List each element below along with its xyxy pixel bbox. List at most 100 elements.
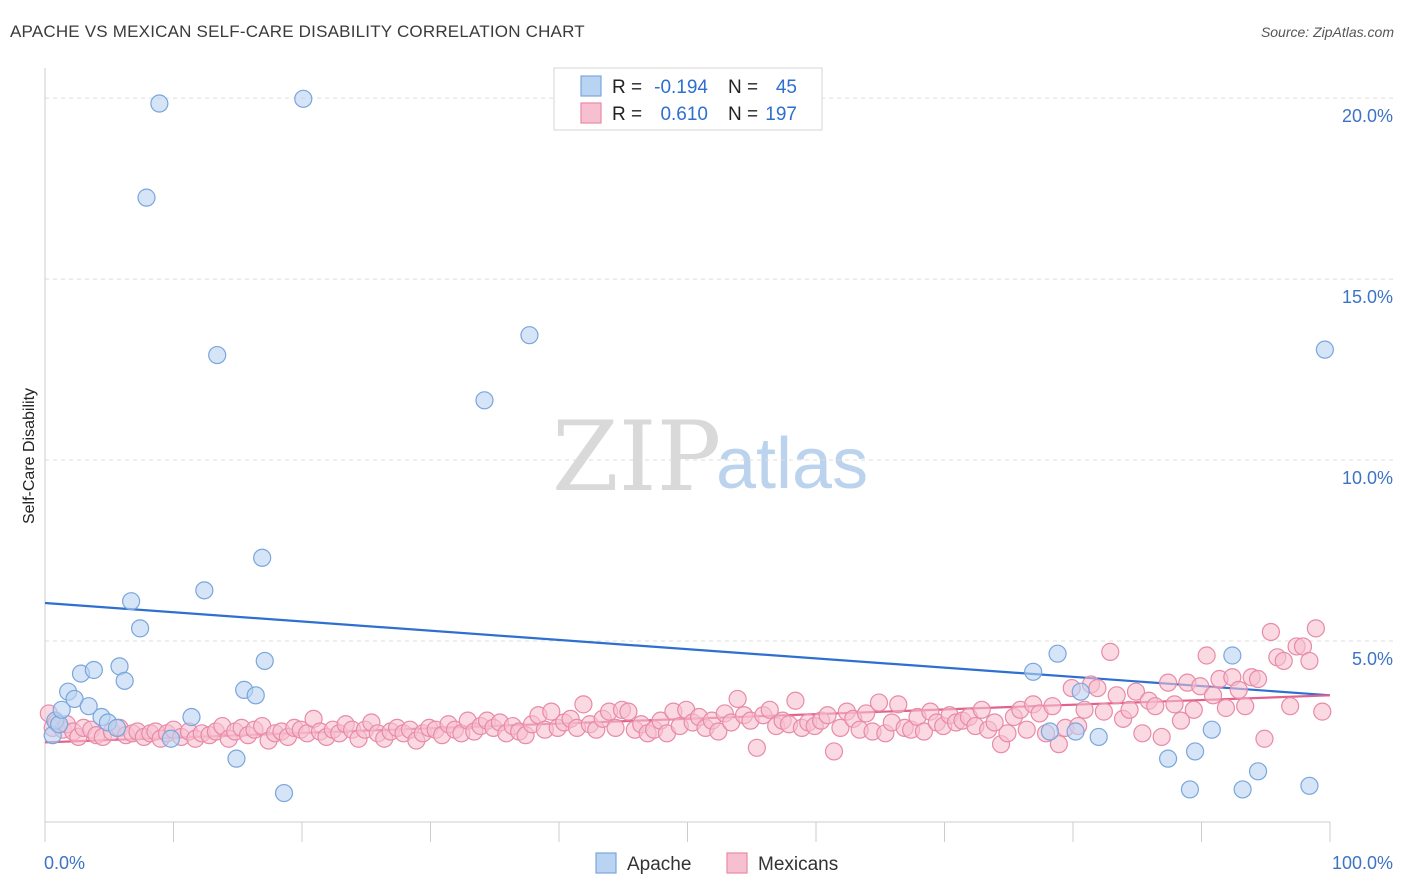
apache-point-8 [84,660,103,680]
mexicans-point-199 [1313,702,1332,721]
apache-point-34 [1066,722,1085,741]
data-points [39,89,1334,803]
apache-point-24 [246,686,265,705]
mexicans-point-128 [857,704,876,723]
mexicans-point-124 [831,718,850,737]
mexicans-point-150 [998,724,1017,743]
mexicans-point-165 [1094,702,1113,721]
mexicans-point-162 [1075,700,1094,719]
mexicans-point-186 [1229,680,1248,699]
series-legend: Apache Mexicans [595,852,838,875]
mexicans-point-167 [1107,686,1126,705]
apache-point-22 [227,749,246,768]
apache-point-25 [253,548,272,567]
apache-point-33 [1048,644,1067,663]
stats-n-value-mexicans: 197 [765,104,797,125]
source-credit: Source: ZipAtlas.com [1260,24,1394,40]
apache-point-37 [1158,749,1178,768]
mexicans-point-177 [1171,711,1191,730]
mexicans-point-170 [1126,682,1146,701]
mexicans-point-194 [1281,697,1300,716]
mexicans-point-181 [1197,646,1216,665]
mexicans-point-179 [1184,700,1203,719]
mexicans-point-197 [1300,651,1319,671]
mexicans-point-158 [1049,735,1068,754]
grid-lines [45,97,1393,642]
mexicans-point-108 [728,689,747,709]
legend-label-apache: Apache [627,854,691,875]
mexicans-point-187 [1236,697,1255,716]
y-tick-label-0: 5.0% [1352,649,1393,669]
apache-point-20 [195,581,214,600]
mexicans-point-122 [818,706,837,725]
apache-point-30 [520,326,539,345]
stats-n-label-apache: N = [728,77,758,98]
mexicans-point-153 [1017,720,1036,739]
stats-r-value-apache: -0.194 [654,77,708,98]
apache-point-19 [182,707,201,727]
mexicans-point-146 [972,700,991,719]
mexicans-point-111 [747,738,766,757]
apache-point-44 [1300,776,1319,795]
mexicans-point-79 [542,702,561,721]
mexicans-point-105 [709,722,728,741]
mexicans-point-169 [1120,700,1139,719]
mexicans-point-113 [760,700,779,719]
mexicans-point-175 [1158,673,1178,692]
apache-point-28 [294,89,313,108]
y-tick-label-3: 20.0% [1342,106,1393,126]
mexicans-point-176 [1165,695,1184,714]
mexicans-point-130 [869,693,889,712]
apache-trend-line [44,601,1331,697]
mexicans-point-180 [1191,677,1210,696]
apache-point-11 [107,718,127,737]
mexicans-point-173 [1146,697,1165,716]
apache-point-7 [79,697,98,716]
apache-point-26 [255,651,274,671]
stats-r-label-apache: R = [612,77,642,98]
apache-point-41 [1223,646,1242,665]
legend-swatch-apache [595,852,617,874]
apache-point-31 [1024,662,1043,681]
apache-point-13 [115,671,134,690]
mexicans-point-171 [1133,724,1152,743]
mexicans-point-148 [985,713,1004,732]
apache-point-43 [1248,762,1268,781]
stats-n-label-mexicans: N = [728,104,758,125]
apache-point-16 [137,188,156,207]
mexicans-point-89 [606,718,625,737]
apache-point-40 [1202,720,1221,739]
mexicans-point-191 [1261,622,1280,642]
mexicans-point-137 [914,722,934,741]
apache-point-14 [121,592,141,611]
apache-point-15 [130,619,150,638]
apache-point-3 [52,700,71,719]
stats-r-value-mexicans: 0.610 [660,104,708,125]
mexicans-point-91 [619,702,638,721]
apache-point-35 [1071,682,1090,701]
mexicans-point-84 [574,695,593,714]
legend-swatch-mexicans [726,852,748,874]
mexicans-point-117 [786,691,805,710]
mexicans-point-193 [1274,651,1293,671]
mexicans-point-133 [889,695,908,714]
watermark-zip: ZIP [552,401,721,513]
stats-r-label-mexicans: R = [612,104,642,125]
y-tick-label-2: 15.0% [1342,287,1393,307]
y-axis-label: Self-Care Disability [21,388,38,524]
apache-point-45 [1315,340,1334,359]
apache-point-32 [1040,722,1059,741]
apache-point-42 [1233,780,1252,799]
apache-point-29 [475,391,494,410]
x-tick-label-max: 100.0% [1332,853,1393,873]
apache-point-5 [65,689,84,709]
apache-point-18 [161,729,181,748]
stats-n-value-apache: 45 [776,77,797,98]
stats-swatch-mexicans [580,102,602,124]
watermark-atlas: atlas [716,424,868,504]
mexicans-point-182 [1203,686,1223,705]
axes [44,68,1331,842]
legend-label-mexicans: Mexicans [758,854,838,875]
apache-point-36 [1089,727,1108,747]
